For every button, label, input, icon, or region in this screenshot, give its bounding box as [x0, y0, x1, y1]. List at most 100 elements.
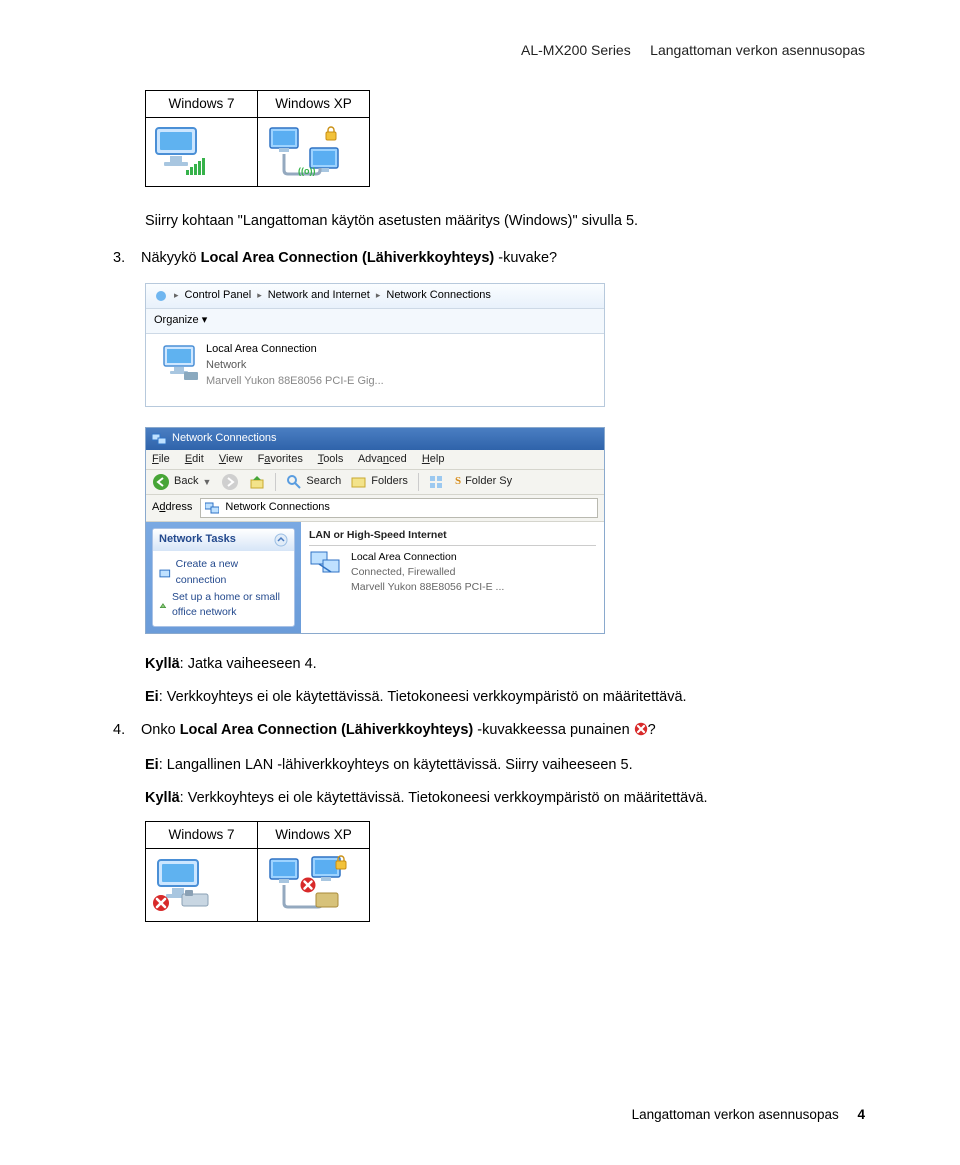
xp-lac-title: Local Area Connection [351, 550, 504, 565]
step4-no: Ei: Langallinen LAN -lähiverkkoyhteys on… [145, 755, 865, 776]
step3-body: Näkyykö Local Area Connection (Lähiverkk… [141, 248, 865, 269]
svg-text:((o)): ((o)) [298, 166, 316, 176]
xp-tasks-panel: Network Tasks Create a new connection Se… [152, 528, 295, 627]
header-left: AL-MX200 Series [521, 42, 631, 58]
step3-no: Ei: Verkkoyhteys ei ole käytettävissä. T… [145, 687, 865, 708]
step3-yes-rest: : Jatka vaiheeseen 4. [180, 656, 317, 672]
os-table2-col1: Windows 7 [146, 822, 258, 849]
footer-text: Langattoman verkon asennusopas [632, 1107, 839, 1122]
page-footer: Langattoman verkon asennusopas 4 [632, 1105, 865, 1125]
divider [275, 473, 276, 491]
xp-menubar: File Edit View Favorites Tools Advanced … [146, 450, 604, 471]
xp-title-text: Network Connections [172, 431, 277, 447]
step4-bold: Local Area Connection (Lähiverkkoyhteys) [180, 722, 474, 738]
step4-yes-rest: : Verkkoyhteys ei ole käytettävissä. Tie… [180, 790, 708, 806]
chevron-down-icon: ▾ [202, 314, 208, 326]
xp-lac-status: Connected, Firewalled [351, 565, 504, 580]
xp-lac-item[interactable]: Local Area Connection Connected, Firewal… [309, 550, 596, 596]
screenshot-win7-network: ▸ Control Panel ▸ Network and Internet ▸… [145, 283, 865, 407]
step4-no-prefix: Ei [145, 757, 159, 773]
win7-toolbar: Organize ▾ [146, 309, 604, 334]
step4-number: 4. [113, 720, 131, 741]
header-right: Langattoman verkon asennusopas [650, 42, 865, 58]
xp-back-label: Back [174, 474, 198, 490]
xp-views-button[interactable] [429, 474, 445, 490]
win7-breadcrumb: ▸ Control Panel ▸ Network and Internet ▸… [146, 284, 604, 309]
xp-menu-advanced[interactable]: Advanced [358, 453, 407, 465]
xp-search-button[interactable]: Search [286, 474, 341, 490]
organize-button[interactable]: Organize [154, 314, 199, 326]
xp-search-label: Search [306, 474, 341, 490]
step4-no-rest: : Langallinen LAN -lähiverkkoyhteys on k… [159, 757, 633, 773]
step4-body: Onko Local Area Connection (Lähiverkkoyh… [141, 720, 865, 741]
os-table2-col2: Windows XP [258, 822, 370, 849]
os-table2-icon-xp [258, 848, 370, 921]
lac-entry[interactable]: Local Area Connection Network Marvell Yu… [206, 342, 592, 390]
xp-task-create[interactable]: Create a new connection [159, 557, 288, 587]
step4-yes: Kyllä: Verkkoyhteys ei ole käytettävissä… [145, 788, 865, 809]
lac-desc: Marvell Yukon 88E8056 PCI-E Gig... [206, 374, 592, 390]
os-table-2: Windows 7 Windows XP [145, 821, 370, 922]
step4-yes-prefix: Kyllä [145, 790, 180, 806]
xp-task1-label: Create a new connection [176, 557, 288, 587]
xp-menu-file[interactable]: File [152, 453, 170, 465]
xp-menu-view[interactable]: View [219, 453, 243, 465]
chevron-icon: ▸ [174, 289, 179, 302]
win7-body: Local Area Connection Network Marvell Yu… [146, 334, 604, 406]
xp-menu-tools[interactable]: Tools [318, 453, 344, 465]
xp-titlebar: Network Connections [146, 428, 604, 450]
xp-sidebar: Network Tasks Create a new connection Se… [146, 522, 301, 633]
xp-address-value[interactable]: Network Connections [200, 498, 598, 518]
os-table2-icon-win7 [146, 848, 258, 921]
xp-tasks-header[interactable]: Network Tasks [153, 529, 294, 551]
step3-bold: Local Area Connection (Lähiverkkoyhteys) [201, 250, 495, 266]
step4-post1: -kuvakkeessa punainen [473, 722, 633, 738]
xp-back-button[interactable]: Back ▼ [152, 473, 211, 491]
os-table1-icon-win7 [146, 117, 258, 186]
xp-lac-desc: Marvell Yukon 88E8056 PCI-E ... [351, 580, 504, 595]
bc-network-internet[interactable]: Network and Internet [268, 288, 370, 304]
step3-pre: Näkyykö [141, 250, 201, 266]
xp-menu-edit[interactable]: Edit [185, 453, 204, 465]
step3-number: 3. [113, 248, 131, 269]
os-table1-col2: Windows XP [258, 91, 370, 118]
step3-no-rest: : Verkkoyhteys ei ole käytettävissä. Tie… [159, 689, 687, 705]
divider [418, 473, 419, 491]
xp-foldersync-button[interactable]: S Folder Sy [455, 474, 512, 490]
xp-forward-button[interactable] [221, 473, 239, 491]
xp-task-setup[interactable]: Set up a home or small office network [159, 590, 288, 620]
xp-address-label: Address [152, 500, 192, 516]
screenshot-xp-network: Network Connections File Edit View Favor… [145, 427, 865, 635]
xp-category: LAN or High-Speed Internet [309, 526, 596, 545]
xp-up-button[interactable] [249, 474, 265, 490]
chevron-down-icon: ▼ [202, 476, 211, 489]
step3-yes-prefix: Kyllä [145, 656, 180, 672]
xp-tasks-title: Network Tasks [159, 532, 236, 548]
step3-no-prefix: Ei [145, 689, 159, 705]
home-icon [154, 289, 168, 303]
xp-foldersync-label: Folder Sy [465, 474, 512, 490]
step4-post2: ? [648, 722, 656, 738]
step3-post: -kuvake? [494, 250, 557, 266]
xp-task2-label: Set up a home or small office network [172, 590, 288, 620]
xp-menu-help[interactable]: Help [422, 453, 445, 465]
step-3: 3. Näkyykö Local Area Connection (Lähive… [113, 248, 865, 269]
page-header: AL-MX200 Series Langattoman verkon asenn… [95, 40, 865, 60]
xp-menu-favorites[interactable]: Favorites [258, 453, 303, 465]
goto-paragraph: Siirry kohtaan "Langattoman käytön asetu… [145, 211, 865, 232]
step3-yes: Kyllä: Jatka vaiheeseen 4. [145, 654, 865, 675]
lac-icon [162, 344, 200, 384]
red-x-icon [634, 722, 648, 736]
chevron-icon: ▸ [257, 289, 262, 302]
bc-network-connections[interactable]: Network Connections [386, 288, 491, 304]
bc-control-panel[interactable]: Control Panel [185, 288, 252, 304]
footer-page: 4 [857, 1107, 865, 1122]
os-table1-icon-xp: ((o)) [258, 117, 370, 186]
os-table-1: Windows 7 Windows XP [145, 90, 370, 187]
xp-folders-button[interactable]: Folders [351, 474, 408, 490]
os-table1-col1: Windows 7 [146, 91, 258, 118]
xp-address-text: Network Connections [225, 500, 330, 516]
step4-pre: Onko [141, 722, 180, 738]
xp-lac-icon [309, 550, 343, 580]
xp-addressbar: Address Network Connections [146, 495, 604, 522]
